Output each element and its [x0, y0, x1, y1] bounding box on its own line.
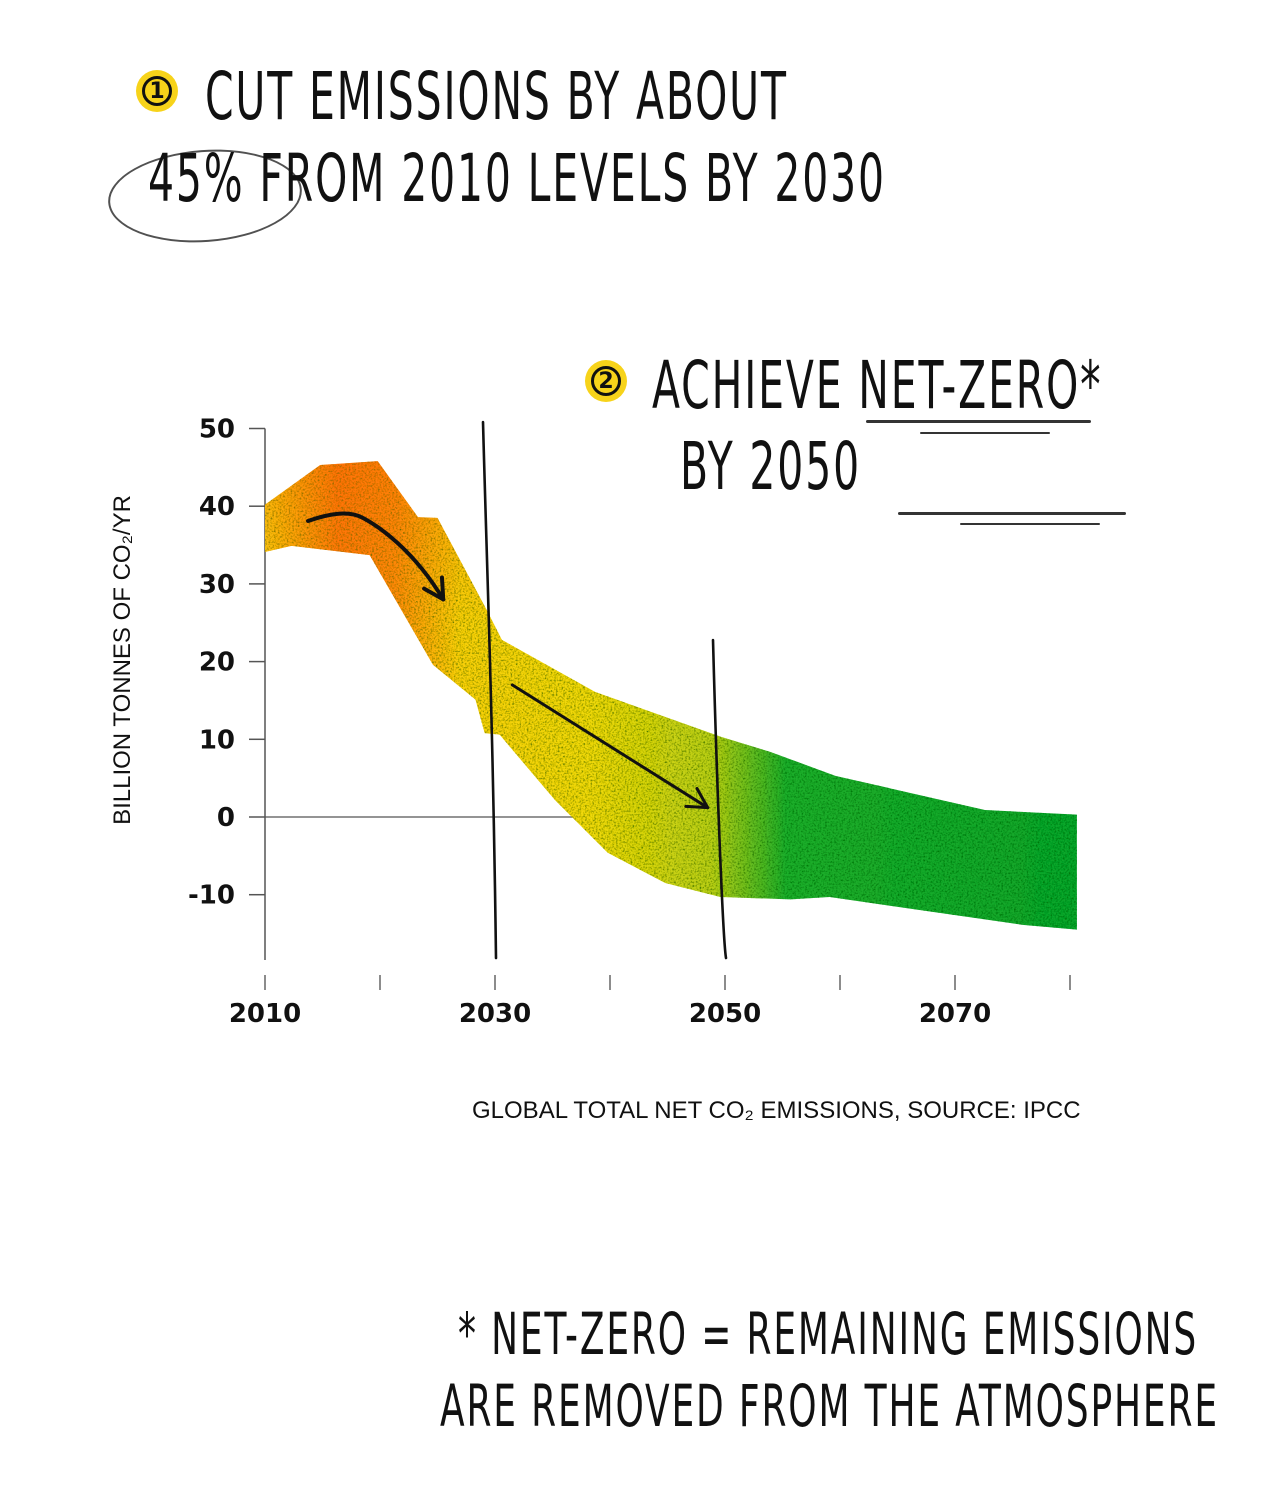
- y-tick-label: 10: [199, 725, 235, 755]
- highlight-percent: 45%: [148, 140, 245, 217]
- step-1-badge: 1: [136, 70, 178, 112]
- y-tick-label: 50: [199, 415, 235, 445]
- reference-line-2050: [711, 638, 728, 960]
- step-1-number: 1: [142, 76, 172, 106]
- footnote-line-2: ARE REMOVED FROM THE ATMOSPHERE: [440, 1372, 1219, 1440]
- chart-caption: GLOBAL TOTAL NET CO₂ EMISSIONS, SOURCE: …: [472, 1097, 1081, 1124]
- step-2-number: 2: [591, 366, 621, 396]
- headline-1-line-1: CUT EMISSIONS BY ABOUT: [205, 58, 788, 135]
- underline-scribble: [920, 432, 1050, 434]
- headline-2-line-1: ACHIEVE NET-ZERO*: [652, 347, 1103, 424]
- y-tick-label: 40: [199, 492, 235, 522]
- y-tick-label: -10: [188, 881, 235, 911]
- headline-2-line-2: BY 2050: [680, 428, 862, 505]
- underline-scribble: [898, 512, 1126, 515]
- trend-arrow: [510, 683, 710, 810]
- trend-arrow-head: [422, 575, 446, 602]
- trend-arrow-head: [684, 786, 710, 810]
- x-tick-label: 2050: [689, 999, 761, 1029]
- reference-line-2030: [481, 420, 498, 960]
- underline-scribble: [960, 523, 1100, 525]
- x-tick-label: 2030: [459, 999, 531, 1029]
- x-tick-label: 2070: [919, 999, 991, 1029]
- step-2-badge: 2: [585, 360, 627, 402]
- y-tick-label: 0: [217, 803, 235, 833]
- y-tick-label: 20: [199, 648, 235, 678]
- y-axis-label: BILLION TONNES OF CO₂/YR: [109, 495, 136, 825]
- footnote-line-1: * NET-ZERO = REMAINING EMISSIONS: [458, 1300, 1199, 1368]
- x-tick-label: 2010: [229, 999, 301, 1029]
- headline-1-line-2: 45% FROM 2010 LEVELS BY 2030: [148, 140, 886, 217]
- headline-1-line-2-text: FROM 2010 LEVELS BY 2030: [259, 140, 886, 217]
- y-tick-label: 30: [199, 570, 235, 600]
- underline-scribble: [866, 420, 1091, 423]
- trend-arrow: [306, 511, 446, 602]
- emissions-band-shade: [265, 461, 1077, 930]
